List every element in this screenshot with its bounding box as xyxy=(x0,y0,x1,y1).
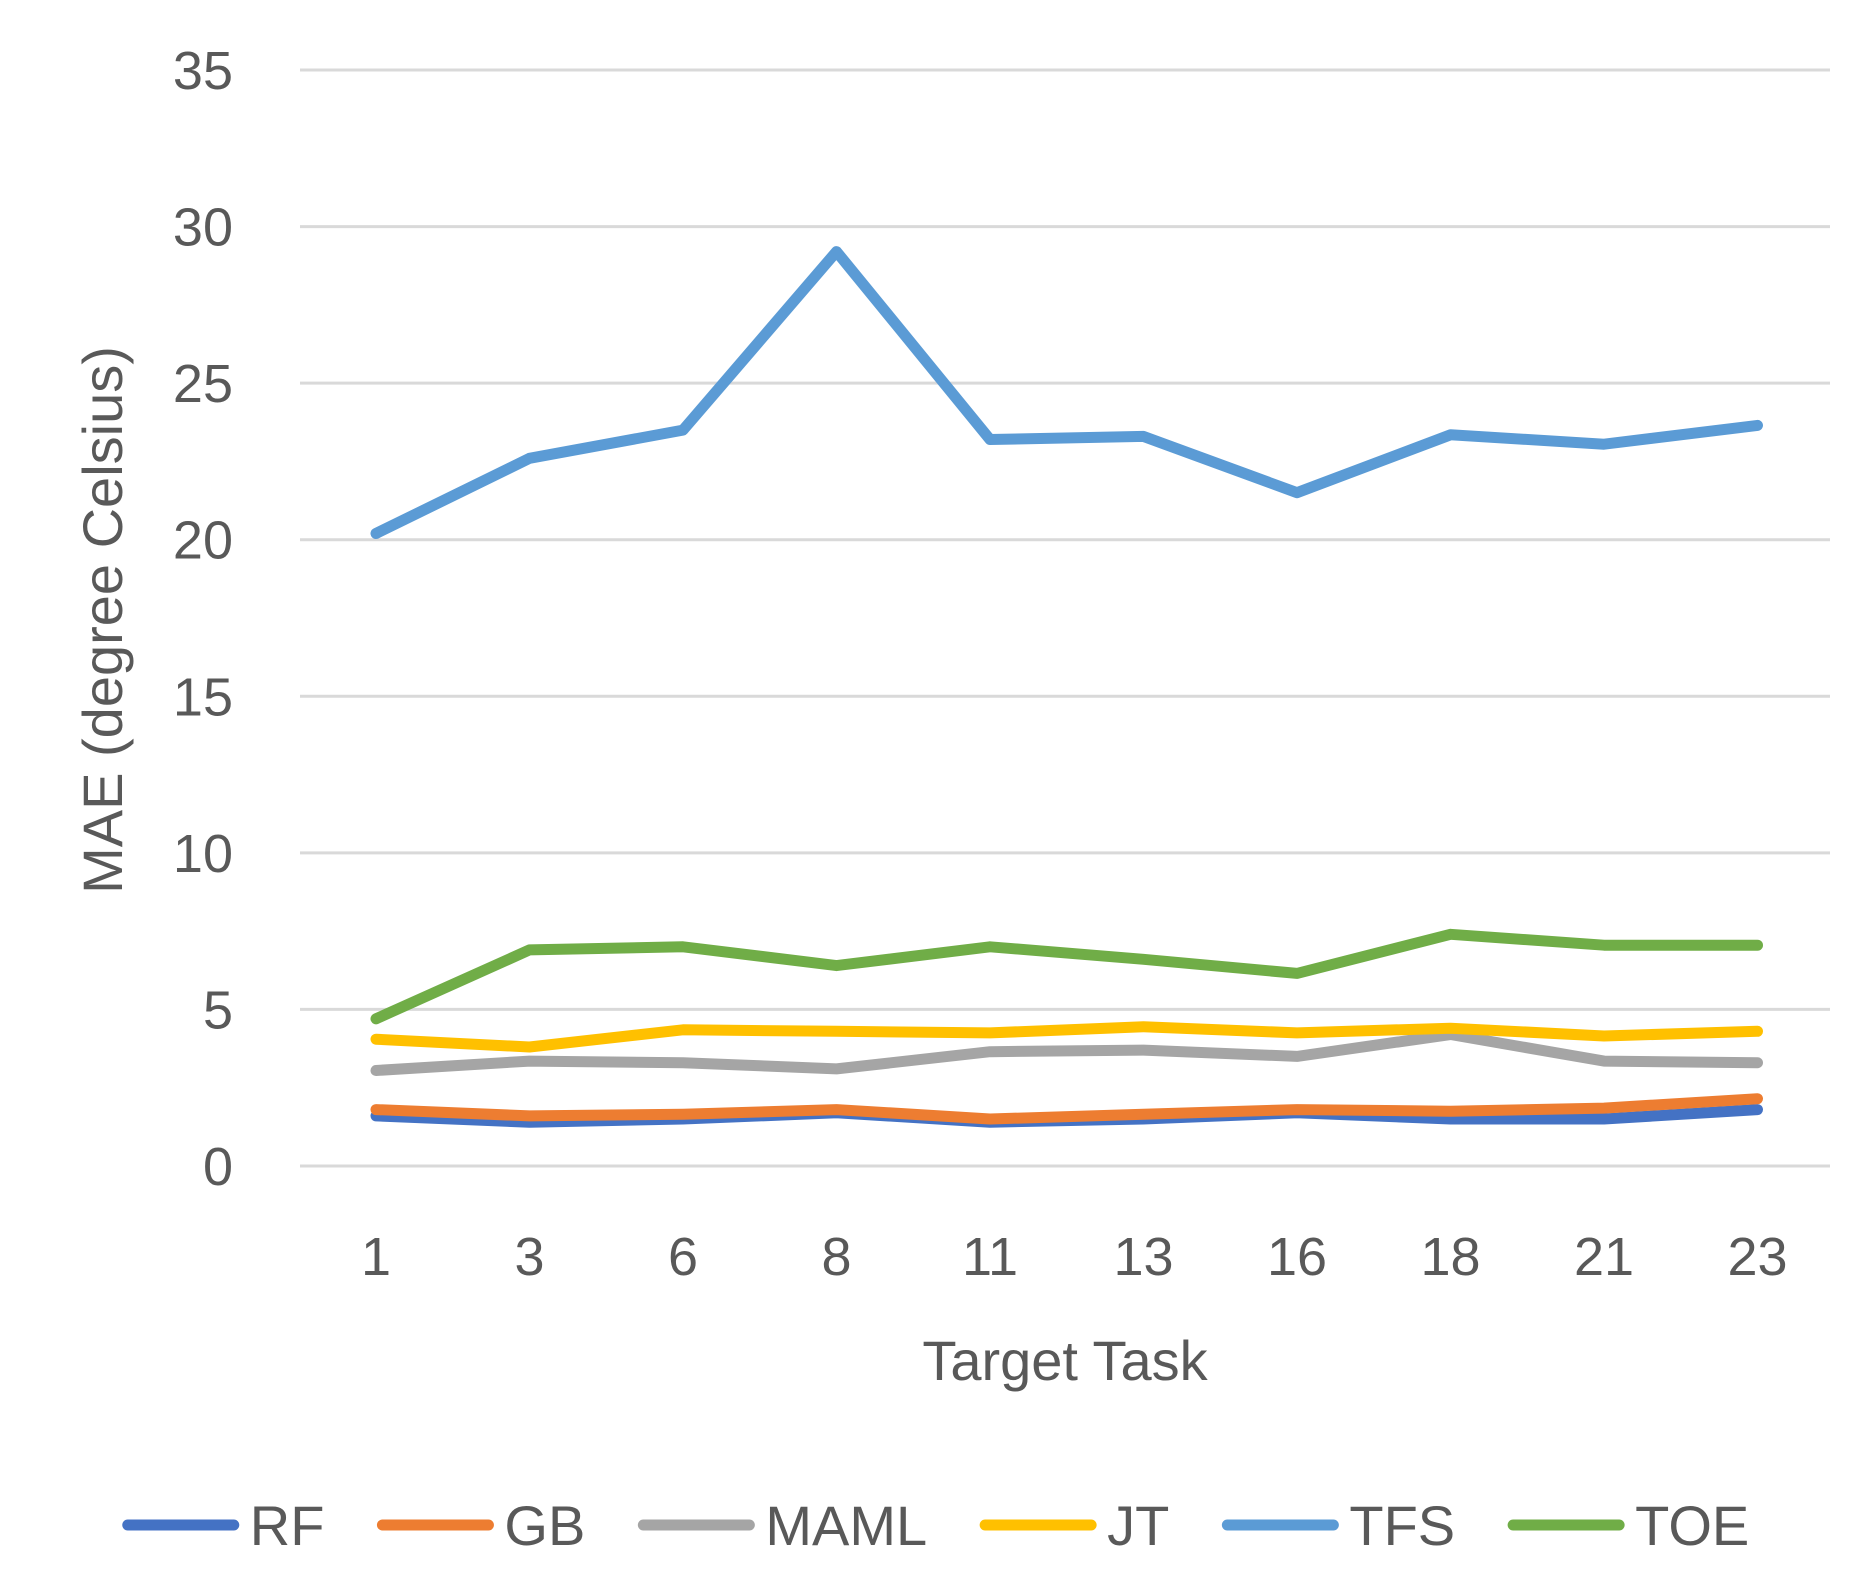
y-tick-label: 30 xyxy=(173,198,233,258)
x-tick-label: 6 xyxy=(668,1227,698,1287)
legend-label-toe: TOE xyxy=(1635,1494,1749,1557)
x-tick-label: 1 xyxy=(361,1227,391,1287)
x-tick-label: 23 xyxy=(1727,1227,1787,1287)
y-tick-label: 15 xyxy=(173,667,233,727)
legend-label-tfs: TFS xyxy=(1349,1494,1455,1557)
x-tick-label: 11 xyxy=(962,1227,1018,1287)
y-tick-label: 25 xyxy=(173,354,233,414)
legend-label-jt: JT xyxy=(1107,1494,1169,1557)
x-axis-tick-labels: 1 3 6 8 11 13 16 18 21 23 xyxy=(361,1227,1788,1287)
series-line-jt xyxy=(370,1021,1763,1053)
x-tick-label: 21 xyxy=(1574,1227,1634,1287)
x-tick-label: 3 xyxy=(514,1227,544,1287)
series-line-toe xyxy=(370,928,1763,1025)
y-axis-title: MAE (degree Celsius) xyxy=(71,346,134,894)
y-tick-label: 20 xyxy=(173,511,233,571)
x-tick-label: 8 xyxy=(821,1227,851,1287)
x-axis-title: Target Task xyxy=(922,1329,1208,1392)
legend-label-rf: RF xyxy=(250,1494,325,1557)
x-tick-label: 18 xyxy=(1420,1227,1480,1287)
series-line-tfs xyxy=(370,246,1763,539)
y-tick-label: 0 xyxy=(203,1137,233,1197)
gridlines xyxy=(300,68,1830,1168)
series-line-gb xyxy=(370,1093,1763,1125)
y-tick-label: 5 xyxy=(203,980,233,1040)
legend-label-gb: GB xyxy=(504,1494,585,1557)
legend: RF GB MAML JT TFS TOE xyxy=(122,1494,1749,1557)
x-tick-label: 16 xyxy=(1267,1227,1327,1287)
y-tick-label: 10 xyxy=(173,824,233,884)
series-lines xyxy=(370,246,1763,1128)
y-tick-label: 35 xyxy=(173,41,233,101)
x-tick-label: 13 xyxy=(1113,1227,1173,1287)
y-axis-tick-labels: 0 5 10 15 20 25 30 35 xyxy=(173,41,233,1197)
series-line-maml xyxy=(370,1029,1763,1076)
legend-label-maml: MAML xyxy=(765,1494,927,1557)
